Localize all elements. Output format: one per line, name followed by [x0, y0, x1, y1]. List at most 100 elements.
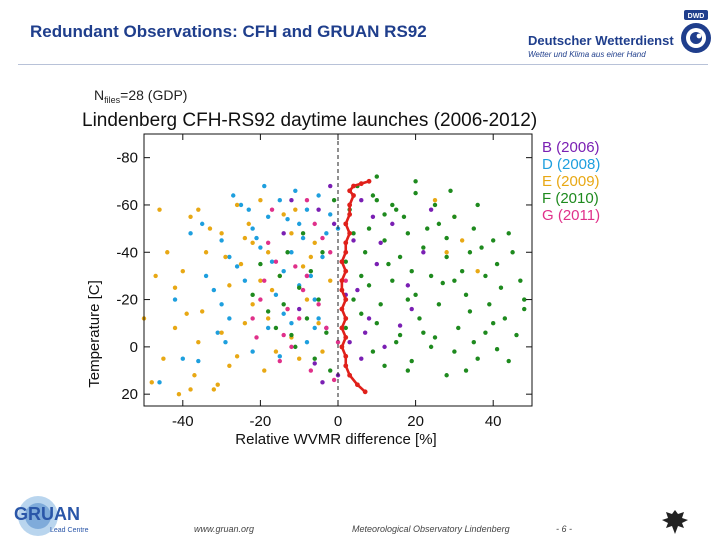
data-point [355, 287, 360, 293]
mean-profile-point [347, 230, 353, 236]
data-point [491, 321, 496, 326]
data-point [506, 231, 511, 236]
data-point [324, 330, 329, 335]
data-point [293, 264, 298, 269]
data-point [238, 202, 244, 208]
data-point [281, 311, 286, 316]
data-point [265, 316, 271, 321]
data-point [246, 221, 251, 227]
data-point [262, 278, 267, 283]
data-point [335, 339, 341, 345]
data-point [293, 344, 298, 350]
data-point [262, 368, 267, 373]
mean-profile-line [340, 180, 370, 393]
data-point [234, 264, 240, 269]
data-point [328, 250, 333, 255]
data-point [157, 380, 162, 385]
mean-profile-point [343, 268, 349, 274]
data-point [262, 183, 267, 189]
data-point [215, 330, 220, 335]
x-tick-label: 40 [485, 413, 502, 430]
chart-note-prefix: N [94, 87, 104, 103]
data-point [176, 391, 182, 397]
data-point [448, 188, 453, 193]
data-point [405, 368, 411, 373]
y-tick-label: -80 [116, 150, 138, 167]
data-point [374, 321, 379, 326]
data-point [452, 278, 457, 283]
data-point [308, 268, 314, 274]
data-point [475, 356, 480, 361]
data-point [172, 297, 178, 302]
data-point [444, 250, 449, 255]
data-point [382, 212, 387, 217]
data-point [269, 287, 275, 293]
data-point [188, 387, 193, 392]
dwd-org-name: Deutscher Wetterdienst [528, 33, 674, 48]
legend-entry: D (2008) [542, 156, 600, 173]
data-point [413, 292, 418, 298]
gruan-logo-text: GRUAN [14, 504, 80, 524]
data-point [161, 356, 166, 361]
data-point [265, 250, 271, 255]
data-point [300, 235, 306, 241]
data-point [366, 316, 372, 321]
legend-entry: E (2009) [542, 173, 600, 190]
data-point [413, 179, 418, 184]
data-point [223, 254, 228, 260]
data-point [479, 245, 484, 250]
data-point [312, 325, 317, 331]
data-point [300, 264, 306, 269]
data-point [409, 358, 414, 364]
x-tick-label: -40 [172, 413, 194, 430]
data-point [207, 226, 213, 231]
data-point [483, 273, 488, 279]
data-point [390, 221, 395, 227]
data-point [351, 238, 356, 243]
data-point [390, 202, 395, 208]
mean-profile-point [343, 353, 349, 359]
mean-profile-point [347, 202, 353, 208]
data-point [258, 245, 263, 250]
data-point [297, 221, 302, 227]
data-point [394, 207, 399, 212]
data-point [289, 250, 294, 255]
page-number: - 6 - [556, 524, 573, 534]
data-point [304, 198, 310, 203]
data-point [312, 361, 317, 366]
data-point [242, 235, 248, 241]
data-point [320, 254, 325, 260]
data-point [362, 250, 368, 255]
data-point [343, 325, 348, 331]
data-point [386, 261, 391, 267]
data-point [149, 380, 154, 385]
data-point [456, 325, 461, 331]
data-point [285, 250, 290, 255]
data-point [285, 216, 290, 222]
data-point [227, 316, 232, 321]
x-tick-label: 20 [407, 413, 424, 430]
data-point [312, 356, 317, 361]
data-point [366, 283, 372, 288]
data-point [227, 254, 232, 260]
data-point [506, 358, 511, 364]
data-point [215, 382, 220, 387]
data-point [432, 335, 438, 340]
data-point [304, 207, 310, 212]
mean-profile-point [339, 287, 345, 293]
data-point [281, 231, 286, 236]
data-point [324, 325, 329, 331]
data-point [494, 347, 500, 352]
data-point [172, 285, 178, 290]
data-point [432, 198, 438, 203]
y-tick-label: 0 [130, 339, 138, 356]
data-point [316, 316, 321, 321]
data-point [246, 207, 251, 212]
data-point [359, 198, 364, 203]
data-point [289, 344, 294, 350]
data-point [250, 349, 255, 354]
footer-institution: Meteorological Observatory Lindenberg [352, 524, 510, 534]
x-tick-label: -20 [250, 413, 272, 430]
dwd-swirl-icon: DWD [681, 10, 711, 53]
dwd-badge-text: DWD [688, 13, 705, 20]
